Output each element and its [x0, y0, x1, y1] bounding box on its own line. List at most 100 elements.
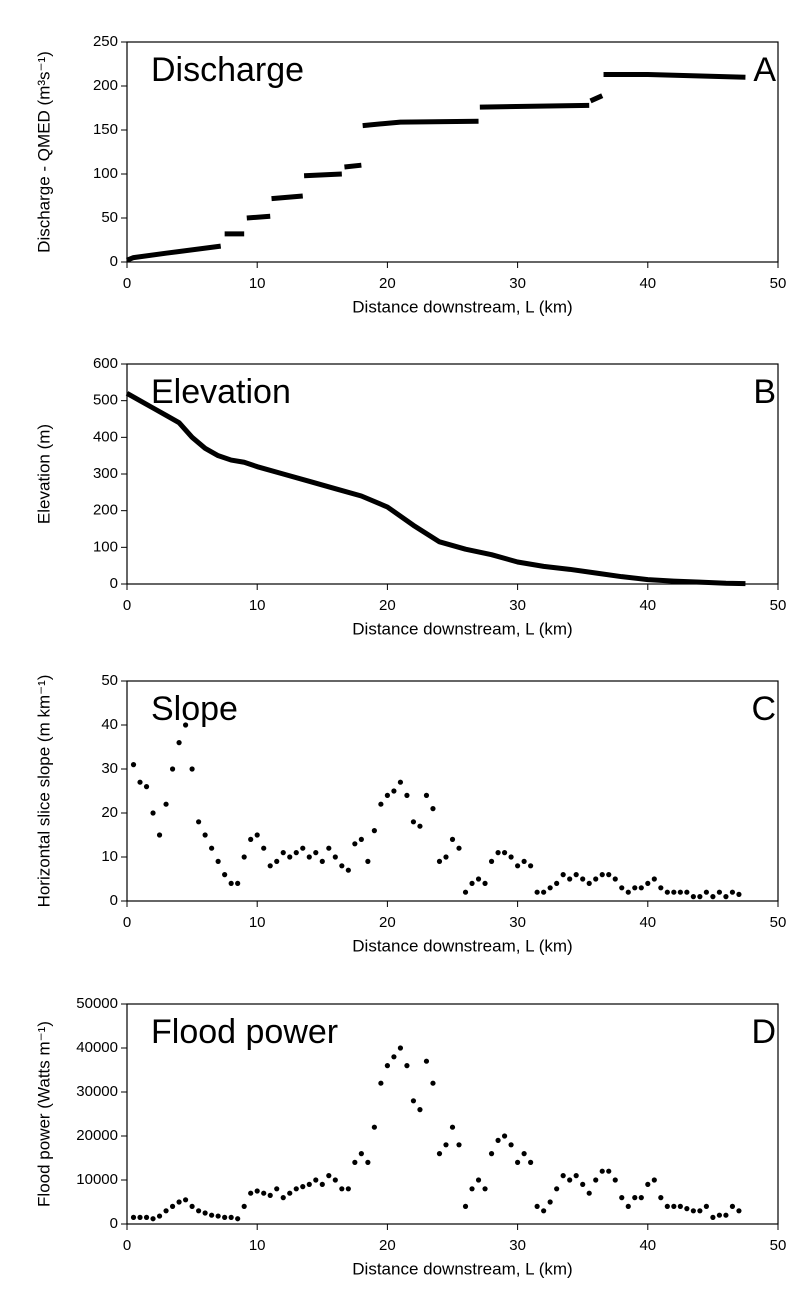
data-point	[560, 1173, 566, 1179]
data-point	[248, 1190, 254, 1196]
data-point	[267, 1192, 273, 1198]
data-point	[619, 1195, 625, 1201]
data-point	[137, 1214, 143, 1220]
x-tick-label: 30	[509, 275, 526, 292]
data-point	[710, 1214, 716, 1220]
y-tick-label: 600	[93, 355, 118, 372]
y-tick-label: 150	[93, 121, 118, 138]
x-tick-label: 40	[639, 275, 656, 292]
data-point	[241, 1203, 247, 1209]
data-point	[326, 845, 332, 851]
panel-title: Discharge	[151, 51, 304, 89]
y-tick-label: 250	[93, 33, 118, 50]
data-point	[664, 1203, 670, 1209]
y-tick-label: 30	[101, 760, 118, 777]
data-point	[182, 722, 189, 728]
data-point	[593, 876, 599, 882]
data-point	[677, 1203, 683, 1209]
y-tick-label: 40	[101, 716, 118, 733]
data-point	[248, 836, 254, 843]
panel-title: Elevation	[151, 373, 291, 411]
data-point	[176, 1199, 182, 1205]
data-point	[417, 1107, 423, 1113]
data-point	[723, 894, 729, 900]
data-point	[332, 1177, 338, 1183]
data-point	[690, 894, 696, 900]
data-point	[508, 854, 514, 860]
x-tick-label: 50	[770, 1237, 787, 1254]
data-point	[475, 876, 482, 882]
y-axis-label: Discharge - QMED (m³s⁻¹)	[34, 51, 53, 253]
data-point	[189, 766, 195, 772]
x-tick-label: 0	[123, 1237, 131, 1254]
data-point	[423, 1058, 430, 1064]
data-point	[143, 1214, 150, 1220]
x-axis-label: Distance downstream, L (km)	[352, 1259, 572, 1278]
data-point	[515, 1159, 521, 1165]
data-point	[352, 1159, 358, 1165]
data-point	[495, 850, 501, 856]
data-point	[306, 854, 312, 860]
data-point	[143, 784, 150, 790]
data-point	[554, 880, 560, 887]
data-point	[488, 858, 495, 865]
data-point	[391, 1054, 397, 1060]
data-point	[345, 867, 351, 873]
plot-frame	[126, 680, 779, 902]
x-axis-label: Distance downstream, L (km)	[352, 619, 572, 638]
data-point	[729, 1203, 736, 1209]
data-point	[235, 1216, 241, 1222]
data-point	[202, 832, 208, 838]
x-tick-label: 40	[639, 914, 656, 931]
data-point	[280, 850, 286, 856]
data-point	[456, 1142, 462, 1148]
y-axis-label: Flood power (Watts m⁻¹)	[34, 1021, 53, 1207]
data-point	[130, 1214, 137, 1220]
data-point	[599, 872, 605, 878]
data-point	[580, 876, 586, 882]
data-point	[313, 850, 319, 856]
x-tick-label: 50	[770, 275, 787, 292]
data-point	[436, 1151, 443, 1157]
x-tick-label: 10	[249, 597, 266, 614]
data-point	[573, 1173, 579, 1179]
data-point	[182, 1197, 189, 1203]
x-tick-label: 0	[123, 914, 131, 931]
data-point	[443, 1142, 449, 1148]
panel-letter: A	[753, 51, 776, 89]
x-tick-label: 20	[379, 275, 396, 292]
data-line	[125, 391, 746, 587]
x-tick-label: 0	[123, 275, 131, 292]
data-point	[339, 1186, 345, 1192]
data-point	[358, 836, 364, 843]
x-tick-label: 40	[639, 597, 656, 614]
data-point	[222, 1214, 228, 1220]
data-point	[632, 1195, 638, 1201]
data-point	[430, 806, 436, 812]
data-point	[241, 854, 247, 860]
data-point	[567, 1177, 573, 1183]
y-tick-label: 20	[101, 804, 118, 821]
data-point	[443, 854, 449, 860]
data-point	[606, 1168, 612, 1174]
data-point	[729, 889, 736, 895]
data-point	[612, 876, 618, 882]
data-point	[508, 1142, 514, 1148]
data-point	[515, 863, 521, 869]
panel-letter: C	[751, 690, 776, 728]
data-point	[449, 1124, 456, 1130]
data-point	[449, 836, 456, 843]
data-point	[189, 1203, 195, 1209]
panel-title: Flood power	[151, 1013, 338, 1051]
data-point	[391, 788, 397, 794]
x-tick-label: 20	[379, 1237, 396, 1254]
y-tick-label: 400	[93, 428, 118, 445]
data-point	[254, 1188, 260, 1194]
data-point	[423, 792, 430, 799]
data-point	[293, 1186, 299, 1192]
data-point	[677, 889, 683, 895]
data-point	[482, 1186, 488, 1192]
data-point	[541, 1208, 547, 1214]
plot-frame	[126, 1003, 779, 1225]
data-point	[716, 1212, 723, 1218]
